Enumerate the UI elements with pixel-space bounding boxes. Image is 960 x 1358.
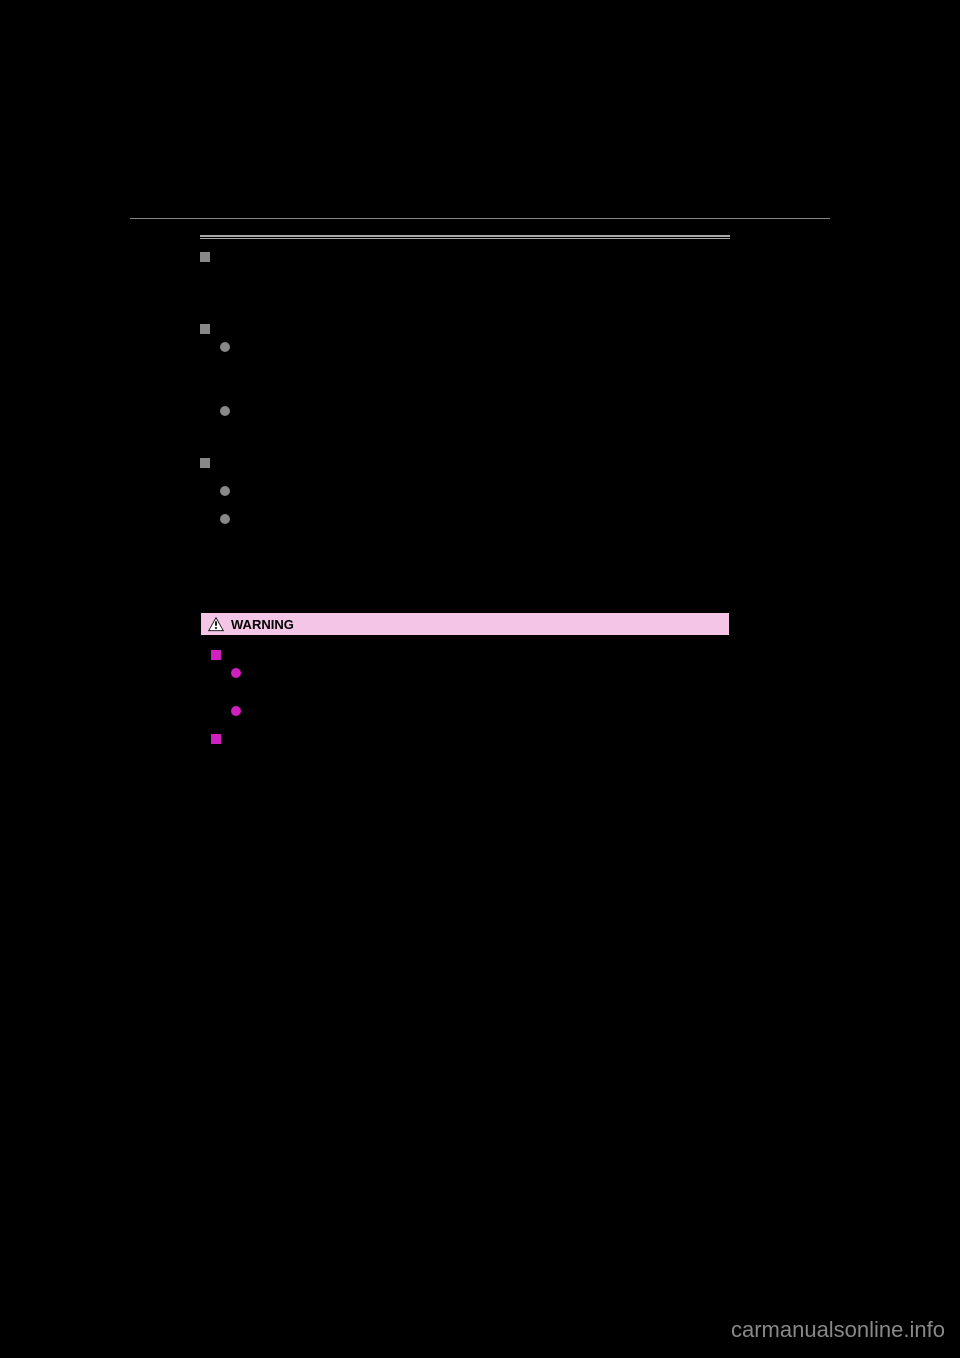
bullet-marker bbox=[220, 514, 230, 524]
section-1 bbox=[200, 248, 730, 262]
section-2 bbox=[200, 320, 730, 416]
bullet-marker bbox=[220, 406, 230, 416]
warning-body bbox=[201, 636, 729, 756]
square-marker bbox=[200, 252, 210, 262]
warn-square-marker bbox=[211, 650, 221, 660]
warning-box: WARNING bbox=[200, 612, 730, 757]
header-rule bbox=[130, 218, 830, 219]
section-3 bbox=[200, 454, 730, 524]
square-marker bbox=[200, 458, 210, 468]
double-rule bbox=[200, 235, 730, 239]
watermark: carmanualsonline.info bbox=[731, 1317, 945, 1343]
warning-header: WARNING bbox=[201, 613, 729, 636]
square-marker bbox=[200, 324, 210, 334]
warn-bullet-marker bbox=[231, 668, 241, 678]
warning-title: WARNING bbox=[231, 617, 294, 632]
content-block: WARNING bbox=[200, 248, 730, 757]
warn-square-marker bbox=[211, 734, 221, 744]
bullet-marker bbox=[220, 342, 230, 352]
warning-icon bbox=[207, 616, 225, 632]
warn-bullet-marker bbox=[231, 706, 241, 716]
bullet-marker bbox=[220, 486, 230, 496]
